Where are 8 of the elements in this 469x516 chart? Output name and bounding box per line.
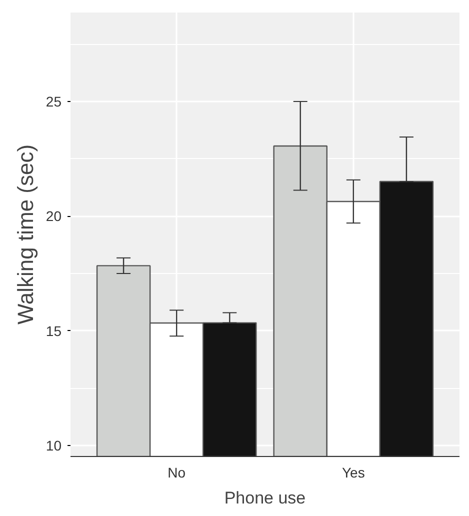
y-tick-label: 25 bbox=[46, 93, 62, 110]
x-tick-label: Yes bbox=[342, 464, 365, 480]
x-tick-label: No bbox=[168, 464, 186, 480]
y-tick-label: 20 bbox=[46, 208, 62, 224]
x-axis-title: Phone use bbox=[224, 488, 306, 508]
y-axis-title: Walking time (sec) bbox=[12, 144, 38, 325]
y-tick-label: 15 bbox=[46, 322, 62, 339]
y-tick-label: 10 bbox=[46, 437, 62, 454]
